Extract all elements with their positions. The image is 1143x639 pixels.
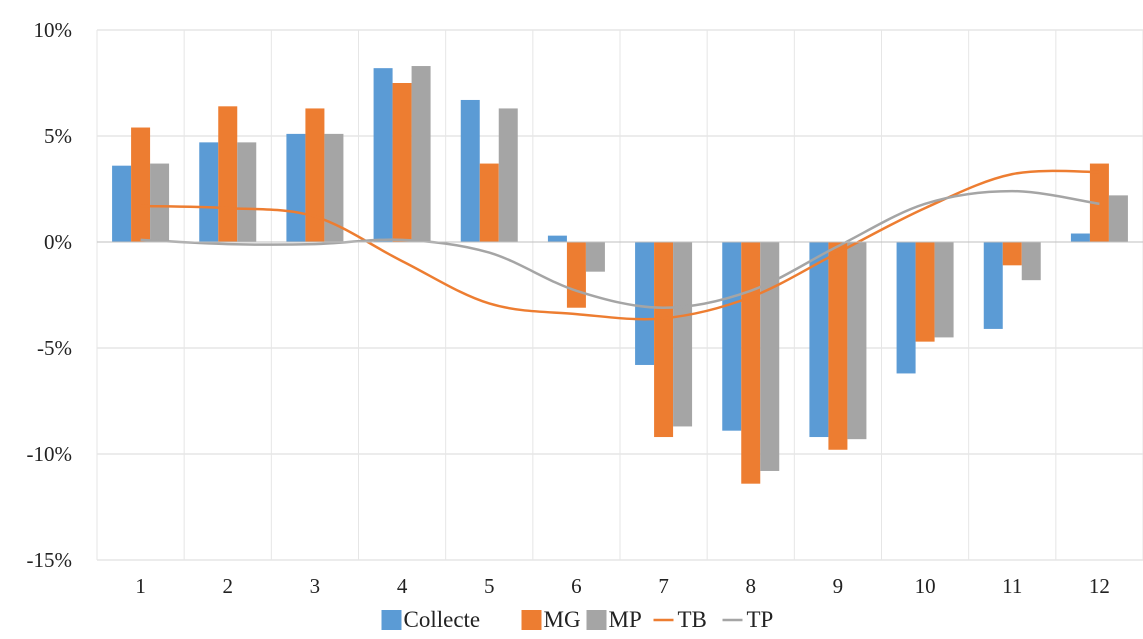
bar-collecte xyxy=(112,165,132,242)
bar-mg xyxy=(566,242,586,308)
bar-mp xyxy=(585,242,605,272)
x-tick-label: 1 xyxy=(135,574,146,598)
x-tick-label: 10 xyxy=(915,574,936,598)
bar-mg xyxy=(1002,242,1022,266)
bars xyxy=(112,66,1128,484)
bar-mp xyxy=(1108,195,1128,242)
y-tick-label: 5% xyxy=(44,124,72,148)
bar-mg xyxy=(654,242,674,438)
bar-collecte xyxy=(460,99,480,243)
y-tick-label: 10% xyxy=(34,18,73,42)
y-tick-label: -10% xyxy=(27,442,73,466)
line-tb xyxy=(140,169,1100,321)
bar-mp xyxy=(237,142,257,242)
bar-mg xyxy=(479,163,499,242)
bar-mg xyxy=(305,108,325,242)
bar-collecte xyxy=(983,242,1003,329)
x-tick-label: 12 xyxy=(1089,574,1110,598)
legend-label-mg: MG xyxy=(544,607,581,632)
bar-collecte xyxy=(635,242,655,365)
bar-collecte xyxy=(199,142,219,242)
lines xyxy=(140,169,1100,321)
bar-mp xyxy=(324,133,344,242)
bar-mp xyxy=(411,66,431,242)
bar-mp xyxy=(760,242,780,471)
y-tick-label: -15% xyxy=(27,548,73,572)
y-tick-label: -5% xyxy=(37,336,72,360)
bar-mp xyxy=(150,163,170,242)
bar-mp xyxy=(673,242,693,427)
bar-mg xyxy=(915,242,935,342)
x-tick-label: 9 xyxy=(833,574,844,598)
grid xyxy=(96,29,1143,561)
x-tick-label: 7 xyxy=(658,574,669,598)
bar-collecte xyxy=(896,242,916,374)
bar-mg xyxy=(131,127,151,242)
legend-label-collecte: Collecte xyxy=(404,607,481,632)
bar-collecte xyxy=(722,242,742,431)
y-tick-label: 0% xyxy=(44,230,72,254)
bar-mp xyxy=(847,242,867,440)
x-tick-label: 3 xyxy=(310,574,321,598)
legend-label-tp: TP xyxy=(747,607,774,632)
x-tick-label: 4 xyxy=(397,574,408,598)
x-tick-label: 2 xyxy=(223,574,234,598)
bar-mp xyxy=(498,108,518,242)
bar-mg xyxy=(218,106,238,242)
bar-collecte xyxy=(286,133,306,242)
legend-swatch-mg xyxy=(521,610,542,630)
legend: Collecte MG MP TB TP xyxy=(381,607,774,632)
legend-label-tb: TB xyxy=(678,607,707,632)
x-tick-label: 5 xyxy=(484,574,495,598)
axis: -15%-10%-5%0%5%10%1 2 3 4 5 6 7 8 9 10 11 12 xyxy=(27,18,1143,598)
x-tick-label: 11 xyxy=(1002,574,1022,598)
bar-collecte xyxy=(809,242,829,438)
legend-swatch-mp xyxy=(586,610,607,630)
x-tick-label: 6 xyxy=(571,574,582,598)
bar-mp xyxy=(934,242,954,338)
legend-label-mp: MP xyxy=(609,607,642,632)
bar-mp xyxy=(1021,242,1041,281)
legend-swatch-collecte xyxy=(381,610,402,630)
bar-collecte xyxy=(1070,233,1090,242)
bar-mg xyxy=(828,242,848,450)
bar-mg xyxy=(392,83,412,242)
bar-mg xyxy=(741,242,761,484)
bar-collecte xyxy=(373,68,393,242)
bar-collecte xyxy=(547,235,567,242)
x-tick-label: 8 xyxy=(746,574,757,598)
line-tp xyxy=(140,189,1100,309)
